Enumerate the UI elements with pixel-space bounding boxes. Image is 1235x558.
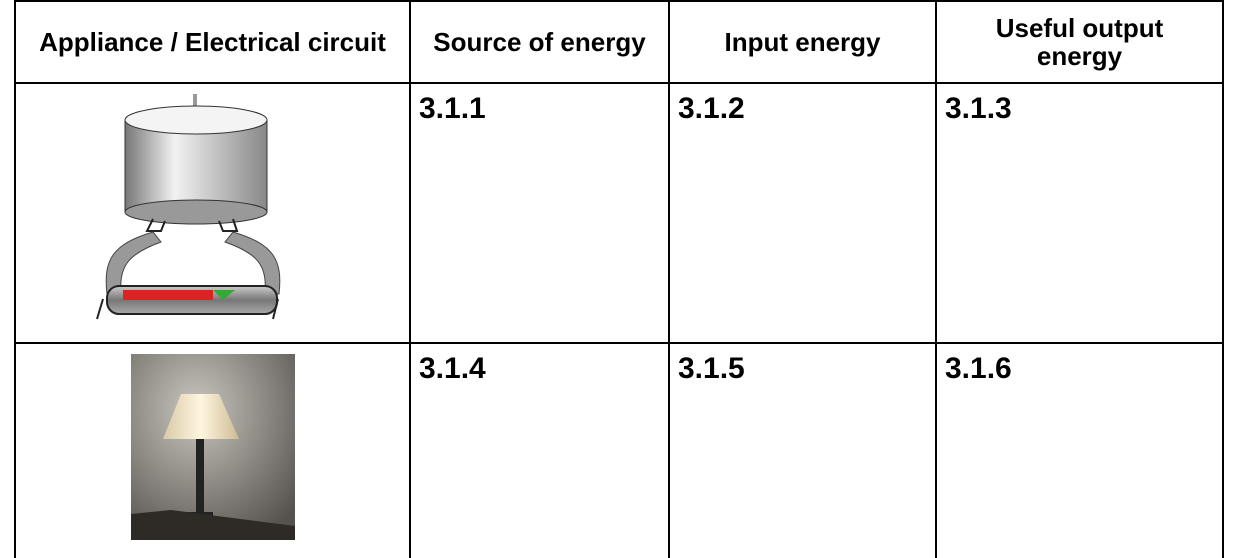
motor-circuit-image [95,94,280,320]
answer-label: 3.1.4 [409,342,670,558]
image-cell [14,82,411,344]
answer-label: 3.1.1 [409,82,670,344]
row: 3.1.4 3.1.5 3.1.6 [14,342,1224,558]
header-row: Appliance / Electrical circuit Source of… [14,0,1224,84]
header-cell: Source of energy [409,0,670,84]
energy-table: Appliance / Electrical circuit Source of… [14,0,1224,558]
row: 3.1.1 3.1.2 3.1.3 [14,82,1224,344]
answer-label: 3.1.3 [935,82,1224,344]
answer-label: 3.1.5 [668,342,937,558]
lamp-image [130,354,295,540]
header-cell: Input energy [668,0,937,84]
image-cell [14,342,411,558]
header-cell: Useful output energy [935,0,1224,84]
answer-label: 3.1.6 [935,342,1224,558]
answer-label: 3.1.2 [668,82,937,344]
header-cell: Appliance / Electrical circuit [14,0,411,84]
